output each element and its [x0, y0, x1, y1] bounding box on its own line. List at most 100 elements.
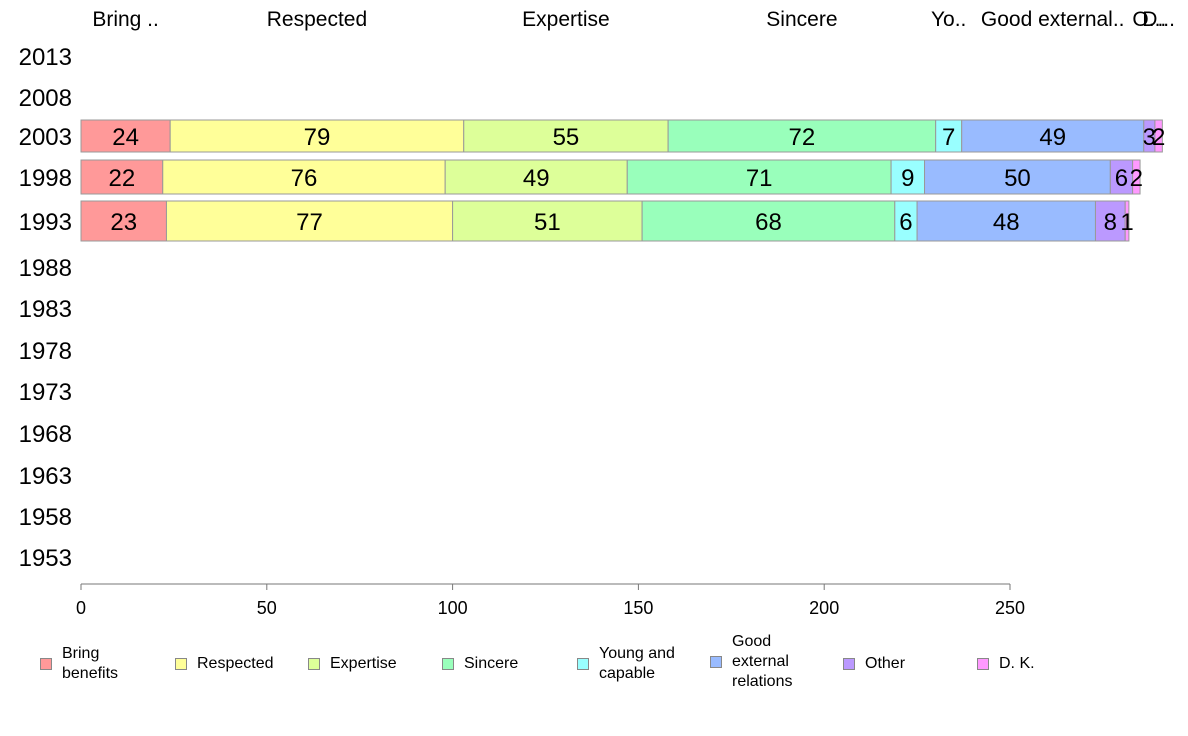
- bar-segment: [463, 119, 669, 153]
- x-tick-label: 250: [995, 598, 1025, 618]
- chart-legend: Bring benefits Respected Expertise Sincere Yo…: [40, 632, 1140, 702]
- category-label: 2008: [19, 85, 72, 112]
- legend-label: Expertise: [330, 654, 397, 674]
- legend-label-line: Good: [732, 633, 772, 650]
- bar-value-label: 79: [304, 124, 331, 151]
- legend-label-line: Respected: [197, 655, 274, 672]
- bar-value-label: 9: [901, 165, 914, 192]
- legend-label: Bring benefits: [62, 644, 118, 684]
- bar-segment: [961, 119, 1145, 153]
- bar-value-label: 71: [746, 165, 773, 192]
- legend-swatch: [577, 658, 589, 670]
- top-category-label: Yo..: [931, 8, 966, 31]
- legend-label: Good external relations: [732, 632, 792, 692]
- legend-label-line: benefits: [62, 665, 119, 682]
- legend-label: Sincere: [464, 654, 518, 674]
- top-category-label: D...: [1142, 8, 1175, 31]
- legend-swatch: [40, 658, 52, 670]
- bar-segment: [452, 200, 643, 242]
- top-category-label: Bring ..: [92, 8, 159, 31]
- category-label: 1983: [19, 296, 72, 323]
- legend-label: Respected: [197, 654, 274, 674]
- category-label: 1968: [19, 421, 72, 448]
- bar-value-label: 50: [1004, 165, 1031, 192]
- top-category-label: O...: [1132, 8, 1166, 31]
- legend-swatch: [442, 658, 454, 670]
- bar-value-label: 51: [534, 209, 561, 236]
- bar-value-label: 6: [899, 209, 912, 236]
- bar-segment: [444, 159, 628, 195]
- legend-label-line: relations: [732, 673, 793, 690]
- legend-label-line: external: [732, 653, 789, 670]
- top-category-label: Good external..: [981, 8, 1125, 31]
- bar-segment: [890, 159, 926, 195]
- bar-value-label: 8: [1104, 209, 1117, 236]
- bar-segment: [641, 200, 896, 242]
- legend-item: Sincere: [442, 654, 518, 674]
- x-tick-label: 100: [438, 598, 468, 618]
- legend-swatch: [977, 658, 989, 670]
- bar-value-label: 72: [789, 124, 816, 151]
- bar-value-label: 55: [553, 124, 580, 151]
- bar-segment: [165, 200, 454, 242]
- bar-value-label: 22: [109, 165, 136, 192]
- bar-value-label: 48: [993, 209, 1020, 236]
- bar-segment: [935, 119, 963, 153]
- category-label: 1998: [19, 165, 72, 192]
- category-label: 1958: [19, 504, 72, 531]
- x-tick-label: 0: [76, 598, 86, 618]
- legend-swatch: [710, 656, 722, 668]
- bar-segment: [916, 200, 1096, 242]
- bar-segment: [80, 159, 164, 195]
- top-category-label: Sincere: [766, 8, 837, 31]
- bar-segment: [169, 119, 465, 153]
- category-label: 2003: [19, 124, 72, 151]
- legend-item: Other: [843, 654, 905, 674]
- legend-swatch: [308, 658, 320, 670]
- bar-segment: [80, 119, 171, 153]
- bar-segment: [80, 200, 167, 242]
- legend-swatch: [843, 658, 855, 670]
- legend-label: Young and capable: [599, 644, 675, 684]
- bar-value-label: 23: [110, 209, 137, 236]
- bar-value-label: 76: [291, 165, 318, 192]
- legend-label-line: capable: [599, 665, 656, 682]
- legend-label-line: Expertise: [330, 655, 397, 672]
- bar-value-label: 1: [1120, 209, 1133, 236]
- legend-item: Good external relations: [710, 632, 792, 692]
- category-label: 1993: [19, 209, 72, 236]
- x-tick-label: 150: [623, 598, 653, 618]
- x-tick-label: 50: [257, 598, 277, 618]
- bar-value-label: 24: [112, 124, 139, 151]
- category-label: 1963: [19, 463, 72, 490]
- legend-item: Young and capable: [577, 644, 675, 684]
- category-label: 1978: [19, 338, 72, 365]
- bar-segment: [1132, 159, 1141, 195]
- x-tick-label: 200: [809, 598, 839, 618]
- category-label: 1953: [19, 545, 72, 572]
- top-category-label: Respected: [267, 8, 367, 31]
- category-label: 1973: [19, 379, 72, 406]
- bar-value-label: 2: [1130, 165, 1143, 192]
- bar-value-label: 2: [1152, 124, 1165, 151]
- legend-label-line: Young and: [599, 645, 675, 662]
- bar-value-label: 3: [1143, 124, 1156, 151]
- category-label: 2013: [19, 44, 72, 71]
- bar-value-label: 6: [1115, 165, 1128, 192]
- legend-item: D. K.: [977, 654, 1035, 674]
- bar-segment: [1124, 200, 1130, 242]
- stacked-bar-chart: 2013200820031998199319881983197819731968…: [19, 8, 1175, 618]
- legend-item: Bring benefits: [40, 644, 118, 684]
- legend-swatch: [175, 658, 187, 670]
- bar-segment: [1154, 119, 1163, 153]
- bar-value-label: 7: [942, 124, 955, 151]
- legend-label: D. K.: [999, 654, 1035, 674]
- legend-label-line: D. K.: [999, 655, 1035, 672]
- top-category-label: Expertise: [522, 8, 610, 31]
- legend-label: Other: [865, 654, 905, 674]
- legend-item: Expertise: [308, 654, 397, 674]
- bar-value-label: 49: [1039, 124, 1066, 151]
- legend-item: Respected: [175, 654, 274, 674]
- legend-label-line: Other: [865, 655, 906, 672]
- bar-value-label: 49: [523, 165, 550, 192]
